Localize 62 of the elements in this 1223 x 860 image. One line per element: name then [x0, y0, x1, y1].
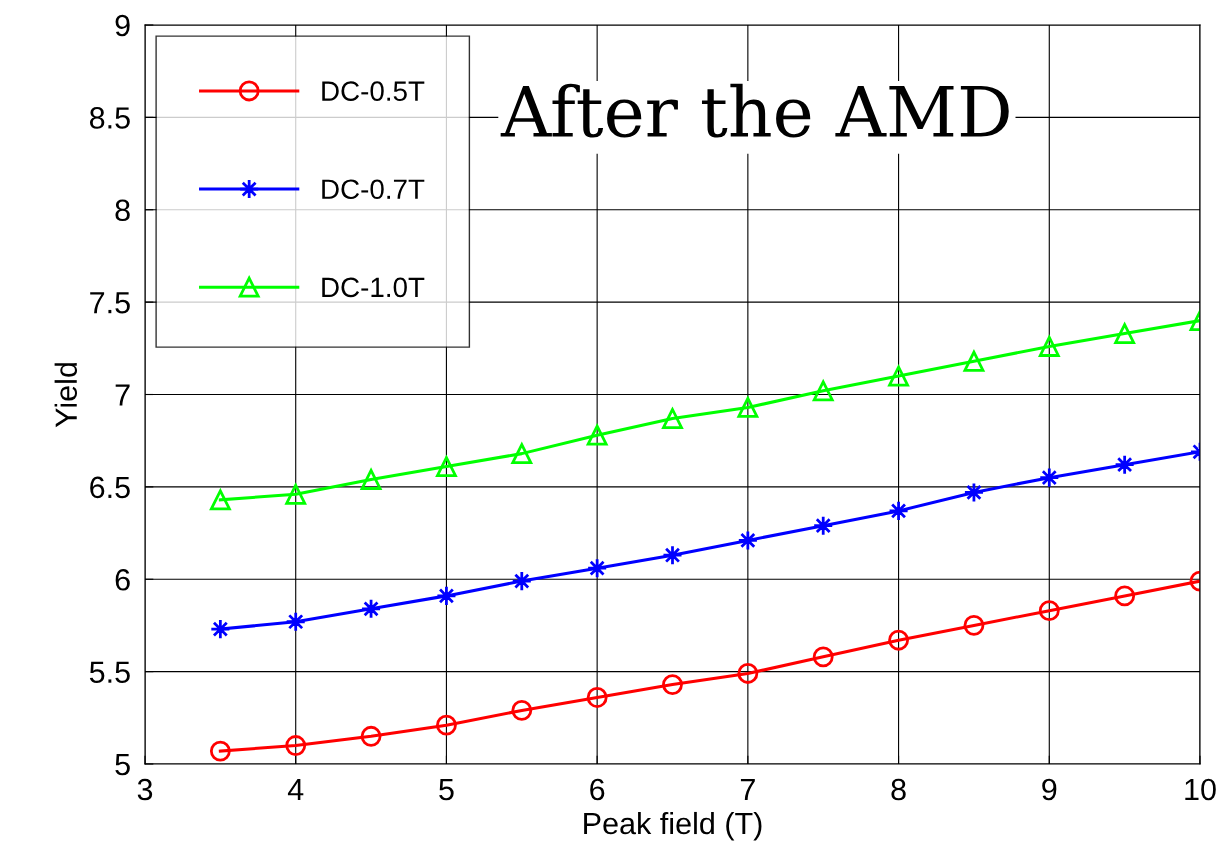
point: [812, 380, 834, 402]
point: [285, 611, 307, 633]
x-tick-label: 6: [590, 778, 605, 801]
point: [360, 469, 382, 490]
point: [436, 585, 457, 607]
point: [285, 735, 307, 756]
x-tick-label: 10: [1185, 778, 1216, 801]
y-tick-label: 8: [115, 199, 130, 222]
annotation: After the AMD: [500, 83, 1009, 138]
point: [1038, 600, 1060, 622]
point: [963, 482, 985, 503]
point: [1038, 336, 1060, 357]
y-tick-label: 7: [115, 384, 130, 406]
point: [662, 544, 683, 566]
x-tick-label: 3: [137, 778, 153, 801]
x-tick-label: 8: [891, 778, 906, 801]
point: [586, 687, 608, 708]
point: [737, 530, 759, 551]
legend-label: DC-1.0T: [322, 277, 425, 298]
x-tick-label: 7: [740, 779, 755, 801]
y-tick-label: 5: [115, 754, 130, 776]
point: [662, 408, 683, 429]
point: [511, 443, 533, 465]
legend-label: DC-0.7T: [322, 179, 425, 200]
point: [511, 570, 533, 592]
y-tick-label: 6: [115, 568, 130, 591]
legend-label: DC-0.5T: [322, 81, 425, 101]
point: [888, 629, 909, 651]
point: [963, 350, 985, 372]
y-tick-label: 9: [115, 14, 130, 37]
point: [209, 489, 231, 511]
point: [436, 714, 457, 736]
point: [662, 674, 683, 695]
y-axis-title: Yield: [54, 363, 78, 428]
point: [812, 646, 834, 668]
point: [436, 456, 457, 477]
point: [888, 500, 909, 522]
point: [360, 725, 382, 747]
point: [1114, 454, 1136, 476]
point: [360, 598, 382, 620]
point: [511, 700, 533, 721]
point: [737, 663, 759, 684]
point: [963, 615, 985, 636]
point: [737, 397, 759, 418]
point: [812, 515, 834, 537]
y-tick-label: 7.5: [90, 292, 130, 314]
y-tick-label: 6.5: [90, 476, 130, 499]
point: [285, 483, 307, 505]
point: [586, 424, 608, 446]
x-tick-label: 5: [439, 779, 454, 801]
y-tick-label: 5.5: [89, 661, 130, 683]
point: [1038, 467, 1060, 489]
point: [888, 365, 909, 387]
point: [209, 740, 231, 762]
x-axis-title: Peak field (T): [584, 811, 762, 841]
point: [1114, 323, 1136, 344]
x-tick-label: 4: [287, 779, 304, 801]
point: [209, 618, 231, 640]
y-tick-label: 8.5: [89, 107, 130, 129]
point: [586, 557, 608, 579]
point: [1114, 585, 1136, 607]
x-tick-label: 9: [1042, 778, 1057, 801]
